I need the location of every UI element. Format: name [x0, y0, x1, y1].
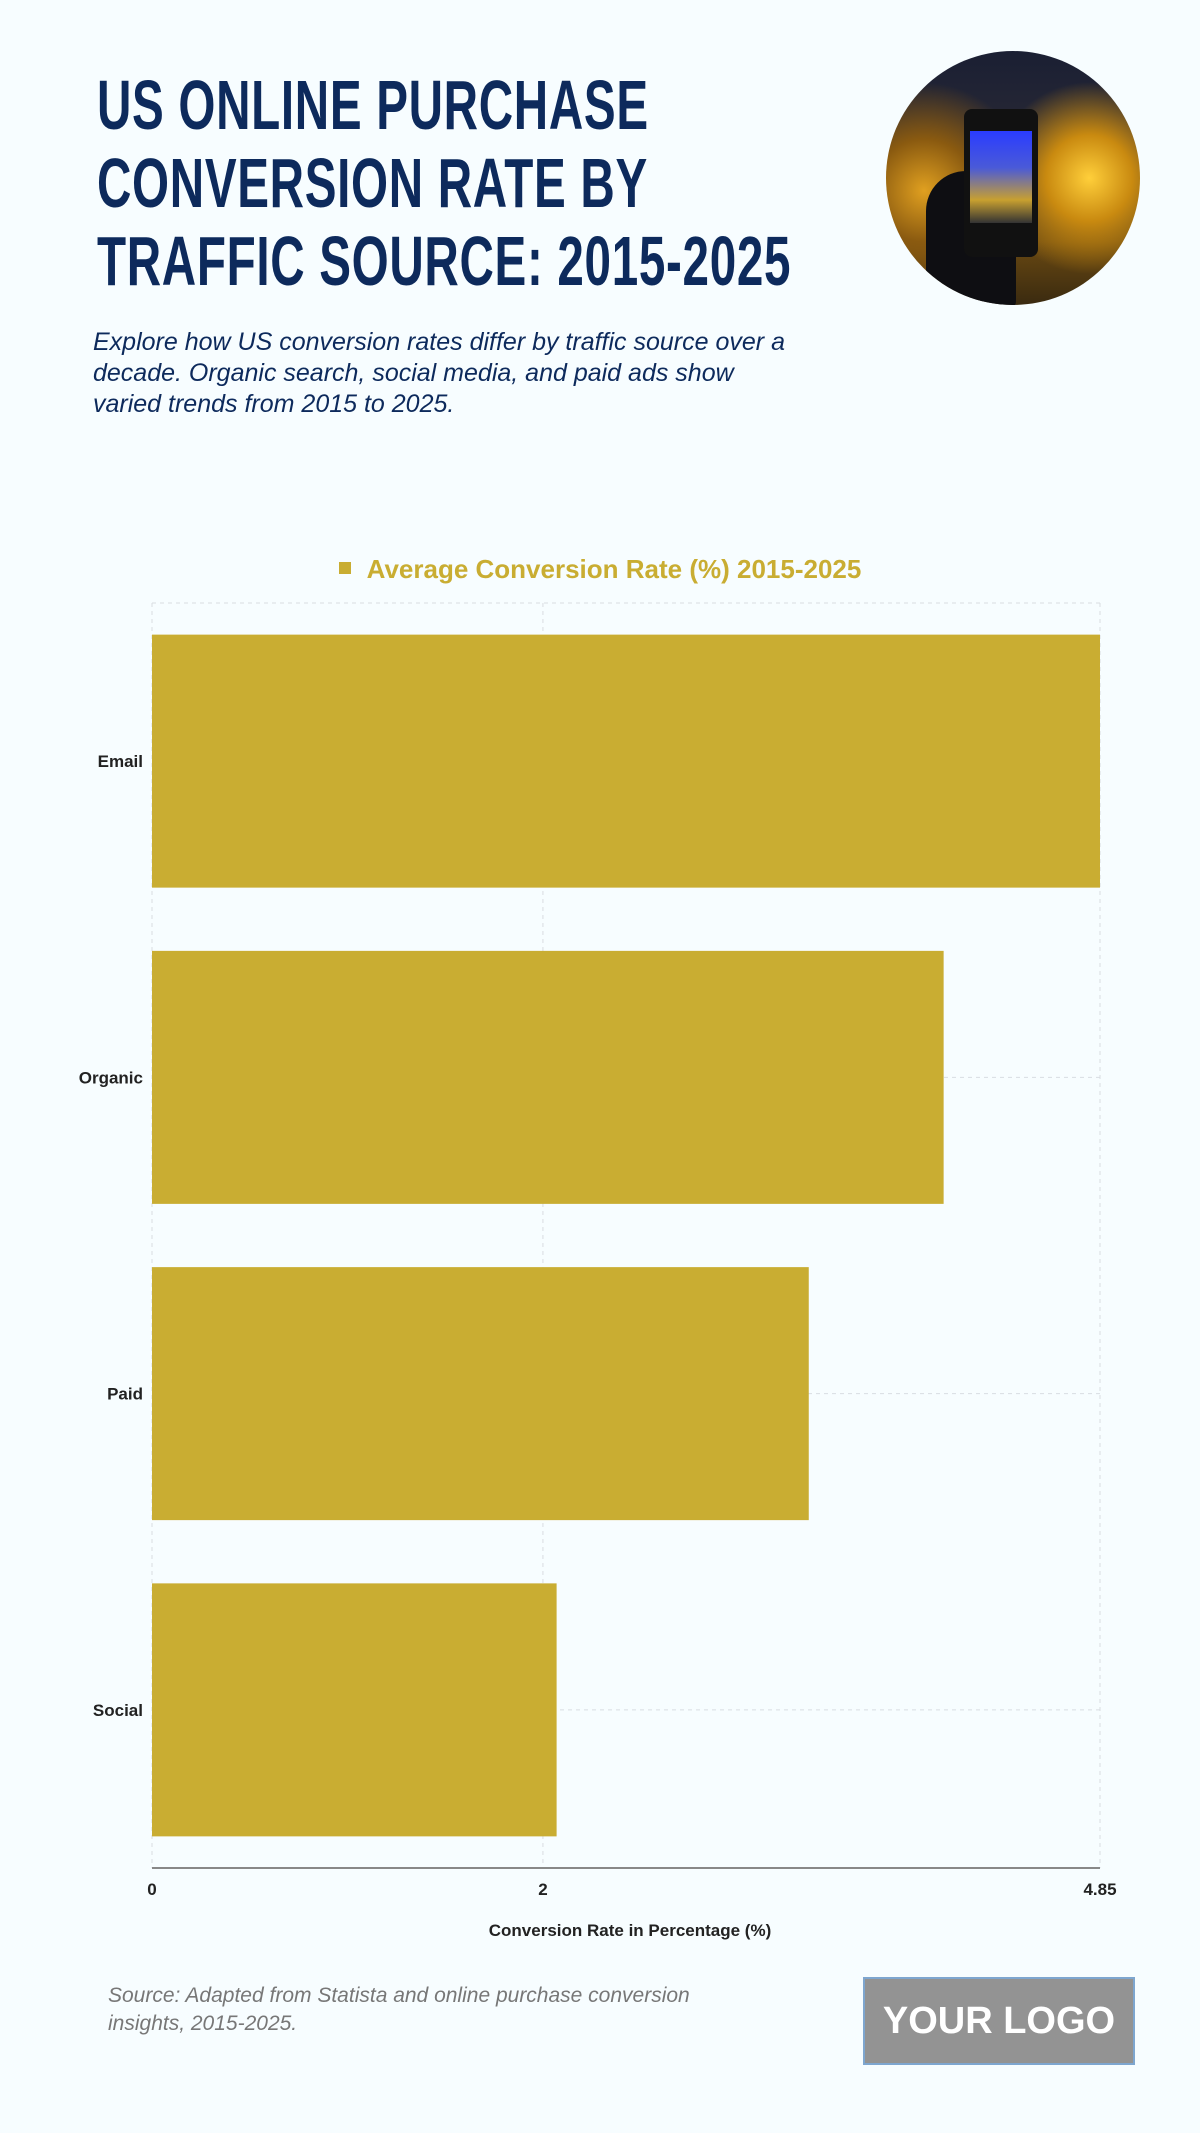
category-label: Paid: [107, 1385, 143, 1404]
category-label: Organic: [79, 1068, 143, 1087]
bar-paid: [152, 1267, 809, 1521]
logo-placeholder: YOUR LOGO: [863, 1977, 1135, 2065]
title-line: US ONLINE PURCHASE: [97, 66, 649, 144]
category-label: Email: [98, 752, 143, 771]
category-label: Social: [93, 1701, 143, 1720]
subtitle-line: varied trends from 2015 to 2025.: [93, 390, 455, 418]
subtitle-line: Explore how US conversion rates differ b…: [93, 328, 785, 356]
bar-email: [152, 634, 1100, 888]
x-tick-label: 4.85: [1083, 1880, 1116, 1899]
source-line: insights, 2015-2025.: [108, 2012, 298, 2035]
bar-organic: [152, 950, 944, 1204]
legend-label: Average Conversion Rate (%) 2015-2025: [366, 554, 862, 584]
subtitle-line: decade. Organic search, social media, an…: [93, 359, 734, 387]
page-title: US ONLINE PURCHASE CONVERSION RATE BY TR…: [97, 66, 913, 300]
x-axis-title: Conversion Rate in Percentage (%): [489, 1921, 771, 1940]
header-photo-phone-city-lights: [886, 51, 1140, 305]
phone-shape: [964, 109, 1038, 257]
x-tick-label: 2: [538, 1880, 547, 1899]
source-line: Source: Adapted from Statista and online…: [108, 1984, 690, 2007]
subtitle: Explore how US conversion rates differ b…: [93, 327, 913, 420]
phone-screen: [970, 131, 1032, 223]
chart-legend: Average Conversion Rate (%) 2015-2025: [0, 554, 1200, 585]
bar-social: [152, 1583, 557, 1837]
source-note: Source: Adapted from Statista and online…: [108, 1982, 848, 2038]
legend-swatch: [338, 562, 351, 575]
title-line: TRAFFIC SOURCE: 2015-2025: [97, 222, 792, 300]
title-line: CONVERSION RATE BY: [97, 144, 648, 222]
x-tick-label: 0: [147, 1880, 156, 1899]
logo-text: YOUR LOGO: [882, 1999, 1116, 2042]
